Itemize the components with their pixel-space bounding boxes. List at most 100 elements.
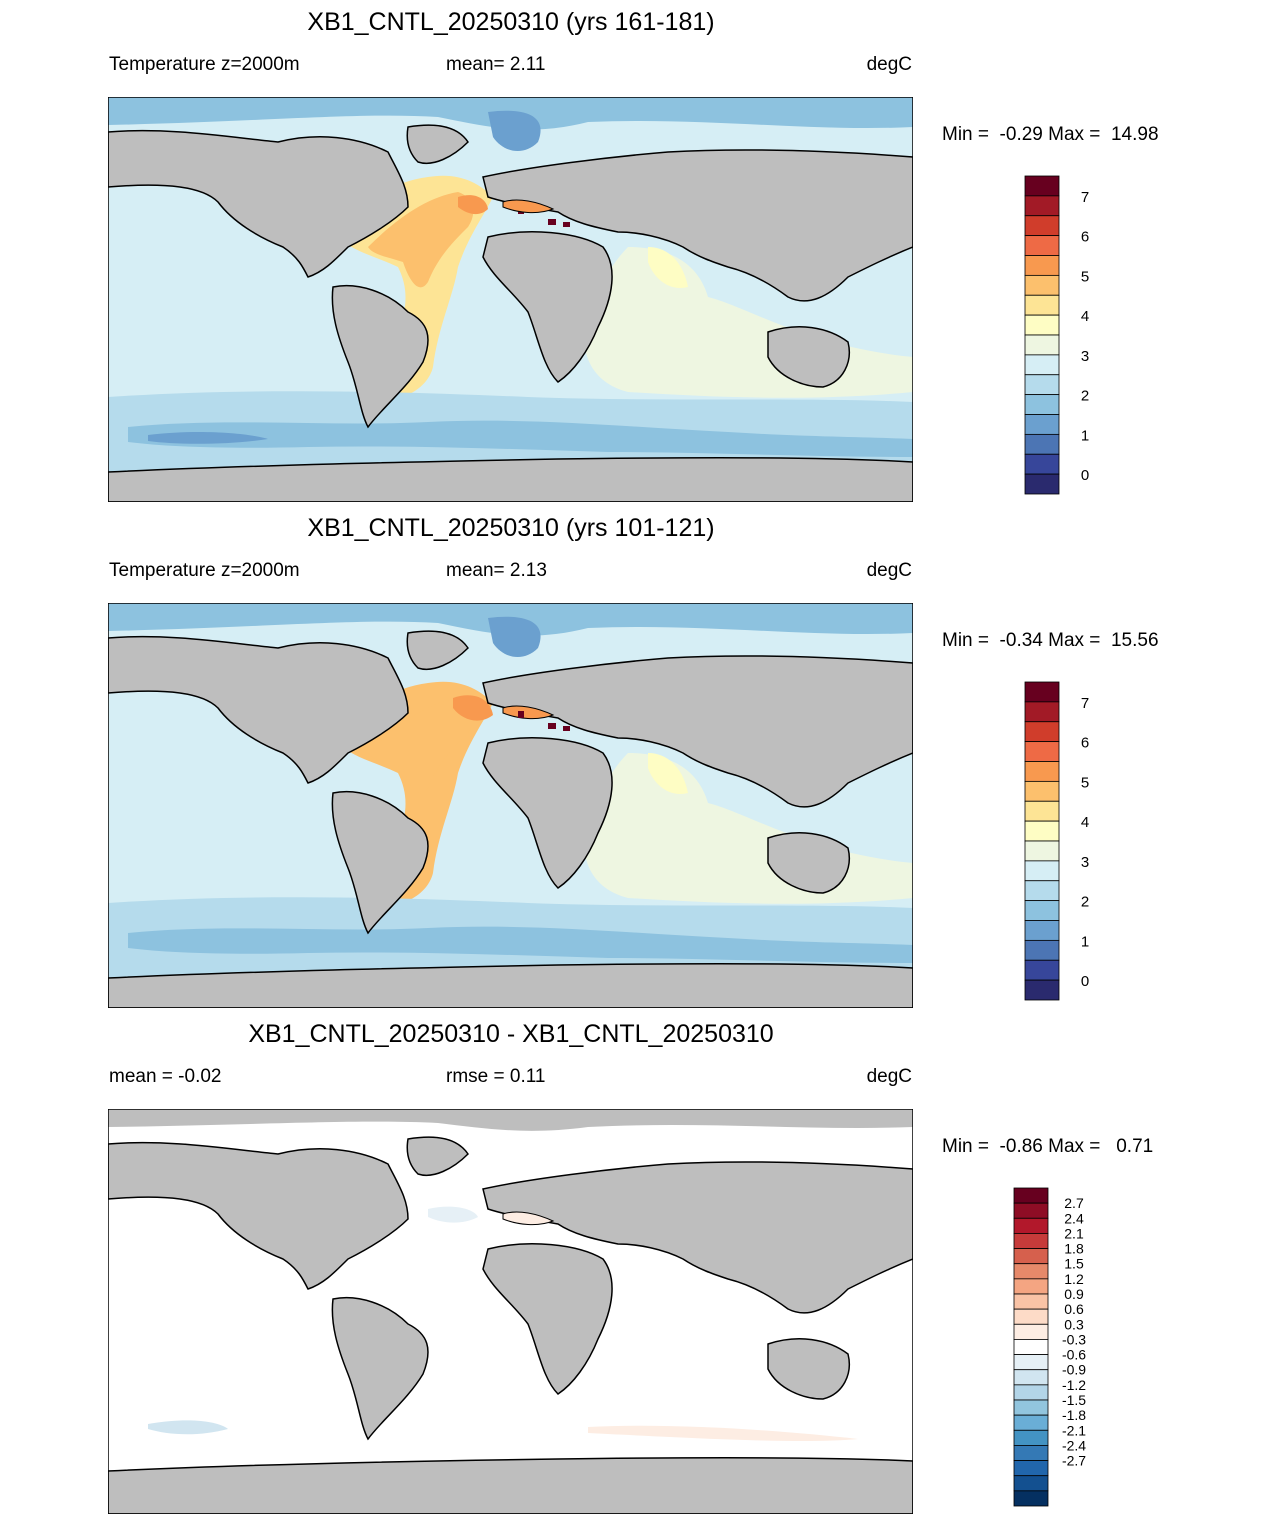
colorbar-tick-label: 6: [1081, 229, 1089, 246]
continents: [108, 630, 913, 1008]
australia: [767, 1338, 850, 1400]
colorbar-tick-label: -2.7: [1062, 1453, 1086, 1469]
south-america: [331, 1297, 429, 1441]
eurasia: [482, 1161, 913, 1314]
colorbar-swatch: [1024, 314, 1060, 336]
colorbar-tick-label: 0.9: [1064, 1286, 1084, 1302]
mediterranean-sea: [502, 1211, 555, 1226]
colorbar-tick-label: 1.2: [1064, 1271, 1084, 1287]
north-america: [108, 1141, 409, 1290]
colorbar-swatch: [1024, 195, 1060, 217]
north-america: [108, 635, 409, 784]
colorbar-swatch: [1024, 959, 1060, 981]
colorbar-swatch: [1024, 473, 1060, 495]
antarctica: [108, 963, 913, 1008]
colorbar-swatch: [1024, 721, 1060, 743]
colorbar-swatch: [1024, 354, 1060, 376]
min-max-label: Min = -0.34 Max = 15.56: [942, 630, 1159, 651]
colorbar-tick-label: 0: [1081, 973, 1089, 990]
panel-1: XB1_CNTL_20250310 (yrs 161-181) Temperat…: [0, 0, 1285, 506]
continents: [108, 1136, 913, 1514]
min-max-label: Min = -0.29 Max = 14.98: [942, 124, 1159, 145]
colorbar-swatch: [1024, 840, 1060, 862]
colorbar-tick-label: 3: [1081, 348, 1089, 365]
temperature-map: [108, 97, 913, 502]
colorbar: 2.72.42.11.81.51.20.90.60.3-0.3-0.6-0.9-…: [1013, 1187, 1086, 1507]
southern-positive-band: [588, 1425, 858, 1442]
atlantic-warmest-water: [368, 698, 474, 794]
south-america: [331, 791, 429, 935]
colorbar-swatch: [1024, 979, 1060, 1001]
colorbar-swatch: [1024, 800, 1060, 822]
rmse-label: rmse = 0.11: [446, 1066, 546, 1087]
colorbar-swatch: [1024, 701, 1060, 723]
colorbar-tick-label: 1.5: [1064, 1256, 1084, 1272]
colorbar-swatch: [1024, 860, 1060, 882]
colorbar-tick-label: 2: [1081, 388, 1089, 405]
colorbar-swatch: [1024, 453, 1060, 475]
colorbar-tick-label: 5: [1081, 268, 1089, 285]
nordic-seas-cold-water: [488, 616, 541, 658]
arabian-sea-water: [648, 247, 688, 288]
colorbar-tick-label: -0.6: [1062, 1347, 1086, 1363]
colorbar-tick-label: 0.6: [1064, 1301, 1084, 1317]
mean-label: mean= 2.13: [446, 560, 547, 581]
colorbar-swatch: [1013, 1323, 1049, 1340]
mean-label: mean= 2.11: [446, 54, 546, 75]
mean-label: mean = -0.02: [109, 1066, 222, 1087]
acc-coldest-patch: [148, 432, 268, 444]
colorbar-swatch: [1024, 741, 1060, 762]
arctic-land: [108, 1109, 913, 1131]
south-pacific-negative-patch: [148, 1420, 228, 1435]
atlantic-negative-patch: [428, 1206, 478, 1223]
arabian-sea-water: [648, 753, 688, 794]
greenland: [406, 124, 469, 164]
colorbar-tick-label: 2.7: [1064, 1195, 1084, 1211]
australia: [767, 832, 850, 894]
colorbar-swatch: [1024, 414, 1060, 435]
colorbar-tick-label: 1: [1081, 933, 1089, 950]
variable-label: Temperature z=2000m: [109, 54, 300, 75]
panel-title: XB1_CNTL_20250310 (yrs 161-181): [307, 8, 715, 36]
continents: [108, 124, 913, 502]
antarctica: [108, 457, 913, 502]
mediterranean-sea: [502, 199, 555, 214]
nordic-seas-cold-water: [488, 110, 541, 152]
greenland: [406, 630, 469, 670]
colorbar-tick-label: 2: [1081, 894, 1089, 911]
colorbar-tick-label: 4: [1081, 308, 1089, 325]
colorbar-swatch: [1024, 880, 1060, 902]
eurasia: [482, 655, 913, 808]
colorbar-swatch: [1013, 1384, 1049, 1401]
colorbar-swatch: [1013, 1399, 1049, 1416]
africa: [482, 231, 613, 383]
colorbar-swatch: [1013, 1369, 1049, 1386]
units-label: degC: [866, 560, 912, 581]
colorbar-swatch: [1013, 1293, 1049, 1310]
mediterranean-sea: [502, 705, 555, 720]
colorbar-tick-label: -0.3: [1062, 1331, 1086, 1347]
units-label: degC: [866, 54, 912, 75]
colorbar-swatch: [1024, 394, 1060, 415]
australia: [767, 326, 850, 388]
colorbar-swatch: [1013, 1233, 1049, 1249]
colorbar-swatch: [1013, 1429, 1049, 1446]
africa: [482, 1243, 613, 1395]
panel-title: XB1_CNTL_20250310 - XB1_CNTL_20250310: [248, 1020, 774, 1048]
colorbar-tick-label: -1.8: [1062, 1407, 1086, 1423]
colorbar-swatch: [1013, 1278, 1049, 1295]
difference-map: [108, 1109, 913, 1514]
colorbar-swatch: [1024, 175, 1060, 197]
antarctica: [108, 1456, 913, 1514]
colorbar-tick-label: 7: [1081, 189, 1089, 206]
colorbar-tick-label: 5: [1081, 774, 1089, 791]
panel-3: XB1_CNTL_20250310 - XB1_CNTL_20250310 me…: [0, 1012, 1285, 1518]
colorbar-swatch: [1013, 1248, 1049, 1265]
variable-label: Temperature z=2000m: [109, 560, 300, 581]
colorbar-swatch: [1013, 1490, 1049, 1507]
colorbar-swatch: [1013, 1414, 1049, 1431]
colorbar-swatch: [1013, 1339, 1049, 1355]
colorbar-swatch: [1013, 1445, 1049, 1461]
